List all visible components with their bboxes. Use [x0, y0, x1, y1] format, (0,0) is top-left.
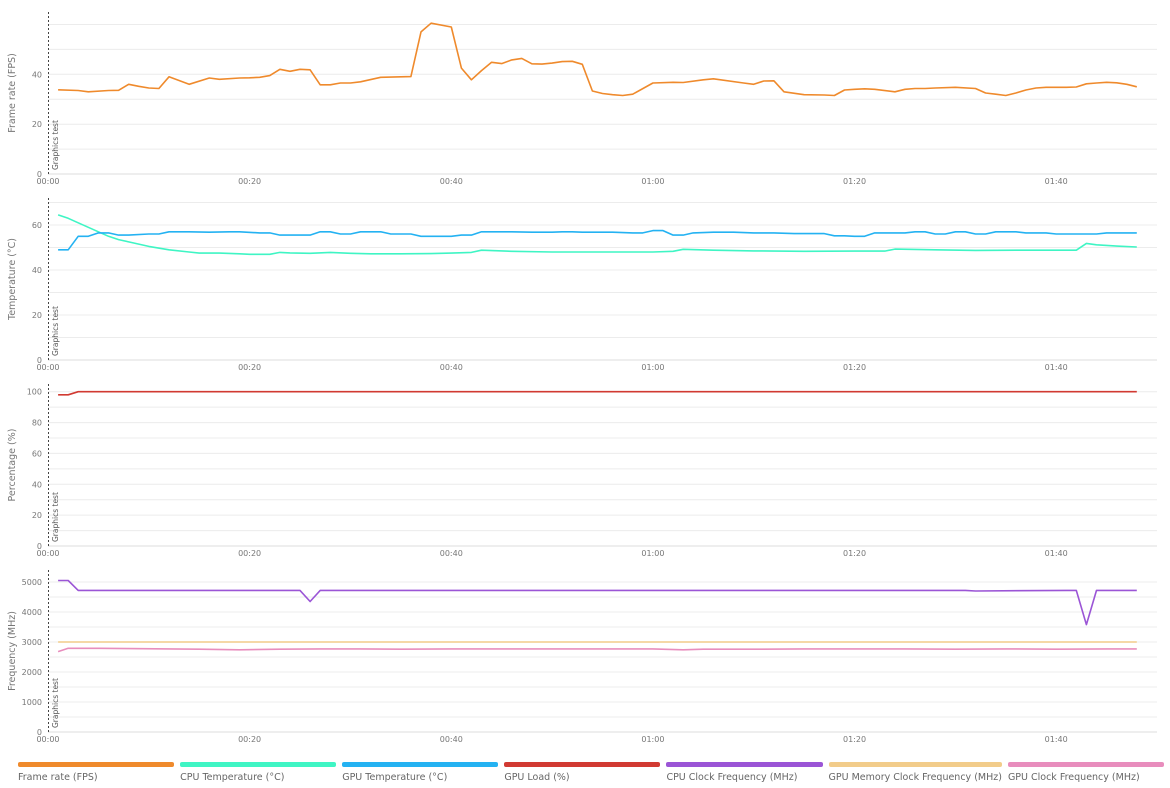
legend-swatch — [504, 762, 661, 767]
y-axis-title: Frame rate (FPS) — [7, 53, 18, 133]
legend-item-gpu-memory-clock[interactable]: GPU Memory Clock Frequency (MHz) — [828, 762, 1002, 783]
legend-swatch — [342, 762, 499, 767]
x-tick-label: 01:40 — [1045, 177, 1068, 186]
x-tick-label: 01:20 — [843, 735, 866, 744]
graphics-test-label: Graphics test — [51, 306, 60, 356]
y-tick-label: 1000 — [22, 698, 42, 707]
x-tick-label: 00:40 — [440, 549, 463, 558]
y-tick-label: 2000 — [22, 668, 42, 677]
y-tick-label: 80 — [32, 419, 42, 428]
x-tick-label: 01:00 — [641, 177, 664, 186]
x-tick-label: 01:40 — [1045, 363, 1068, 372]
y-tick-label: 100 — [27, 388, 42, 397]
y-tick-label: 4000 — [22, 608, 42, 617]
legend-item-gpu-temperature[interactable]: GPU Temperature (°C) — [342, 762, 499, 783]
graphics-test-label: Graphics test — [51, 120, 60, 170]
series-line — [57, 214, 1137, 256]
legend-label: GPU Load (%) — [504, 772, 570, 783]
y-tick-label: 40 — [32, 70, 42, 79]
legend-label: GPU Memory Clock Frequency (MHz) — [828, 772, 1002, 783]
x-tick-label: 00:00 — [36, 177, 59, 186]
legend-item-cpu-clock[interactable]: CPU Clock Frequency (MHz) — [666, 762, 823, 783]
y-tick-label: 40 — [32, 266, 42, 275]
x-tick-label: 01:20 — [843, 363, 866, 372]
legend-item-gpu-clock[interactable]: GPU Clock Frequency (MHz) — [1007, 762, 1165, 783]
x-tick-label: 00:40 — [440, 363, 463, 372]
series-line — [58, 229, 1137, 251]
legend-label: CPU Temperature (°C) — [180, 772, 285, 783]
graphics-test-label: Graphics test — [51, 492, 60, 542]
x-tick-label: 00:20 — [238, 177, 261, 186]
legend-swatch — [1007, 762, 1165, 767]
y-tick-label: 0 — [37, 542, 42, 551]
x-tick-label: 01:00 — [641, 363, 664, 372]
y-tick-label: 40 — [32, 480, 42, 489]
y-tick-label: 0 — [37, 728, 42, 737]
x-tick-label: 01:00 — [641, 549, 664, 558]
x-tick-label: 00:20 — [238, 735, 261, 744]
legend-label: GPU Clock Frequency (MHz) — [1007, 772, 1140, 783]
y-axis-title: Temperature (°C) — [7, 238, 18, 321]
legend-swatch — [828, 762, 1002, 767]
legend-item-cpu-temperature[interactable]: CPU Temperature (°C) — [180, 762, 337, 783]
y-tick-label: 3000 — [22, 638, 42, 647]
y-axis-title: Percentage (%) — [7, 429, 18, 502]
legend-swatch — [180, 762, 337, 767]
legend-swatch — [666, 762, 823, 767]
legend-item-fps[interactable]: Frame rate (FPS) — [18, 762, 175, 783]
series-line — [58, 579, 1137, 626]
y-tick-label: 60 — [32, 449, 42, 458]
y-tick-label: 0 — [37, 356, 42, 365]
x-tick-label: 00:00 — [36, 549, 59, 558]
legend-label: GPU Temperature (°C) — [342, 772, 448, 783]
y-tick-label: 20 — [32, 311, 42, 320]
y-tick-label: 20 — [32, 120, 42, 129]
y-tick-label: 60 — [32, 221, 42, 230]
x-tick-label: 01:20 — [843, 177, 866, 186]
y-tick-label: 0 — [37, 170, 42, 179]
x-tick-label: 00:40 — [440, 735, 463, 744]
legend-swatch — [18, 762, 175, 767]
x-tick-label: 00:40 — [440, 177, 463, 186]
y-axis-title: Frequency (MHz) — [7, 611, 18, 691]
graphics-test-label: Graphics test — [51, 678, 60, 728]
legend: Frame rate (FPS) CPU Temperature (°C) GP… — [18, 762, 1165, 783]
x-tick-label: 00:00 — [36, 363, 59, 372]
x-tick-label: 01:00 — [641, 735, 664, 744]
legend-item-gpu-load[interactable]: GPU Load (%) — [504, 762, 661, 783]
charts-canvas: 0 20 40 Frame rate (FPS) 00:00 00:20 00:40 01:0… — [7, 12, 1157, 744]
x-tick-label: 01:40 — [1045, 549, 1068, 558]
series-line — [58, 22, 1137, 97]
x-tick-label: 00:00 — [36, 735, 59, 744]
x-tick-label: 00:20 — [238, 549, 261, 558]
x-tick-label: 01:20 — [843, 549, 866, 558]
y-tick-label: 5000 — [22, 578, 42, 587]
y-tick-label: 20 — [32, 511, 42, 520]
legend-label: Frame rate (FPS) — [18, 772, 98, 783]
x-tick-label: 00:20 — [238, 363, 261, 372]
series-line — [57, 647, 1137, 653]
series-line — [58, 390, 1137, 396]
legend-label: CPU Clock Frequency (MHz) — [666, 772, 798, 783]
x-tick-label: 01:40 — [1045, 735, 1068, 744]
